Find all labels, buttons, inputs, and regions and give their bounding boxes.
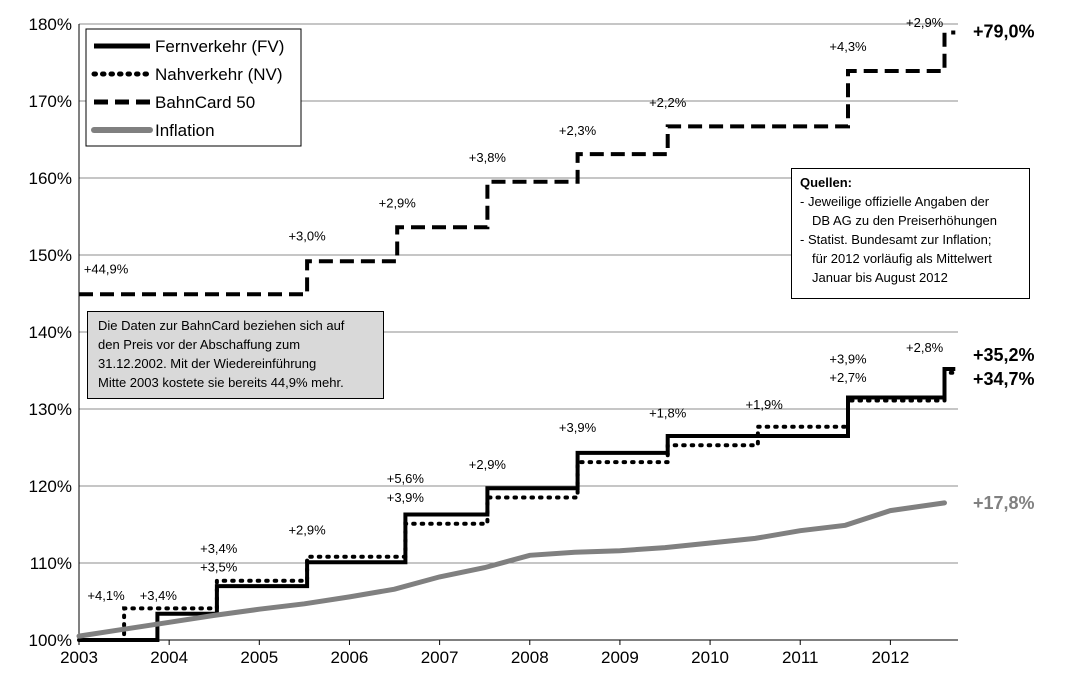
legend-label: Inflation <box>155 121 215 140</box>
y-tick-label: 130% <box>29 400 72 419</box>
step-annotation: +2,9% <box>288 523 326 538</box>
step-annotation: +3,9% <box>829 352 867 367</box>
y-tick-label: 120% <box>29 477 72 496</box>
sources-title: Quellen: <box>800 175 853 190</box>
step-annotation: +3,9% <box>559 420 597 435</box>
x-tick-label: 2010 <box>691 648 729 667</box>
step-annotation: +1,9% <box>746 397 784 412</box>
bahncard-note: Die Daten zur BahnCard beziehen sich auf… <box>87 311 384 399</box>
y-tick-label: 180% <box>29 15 72 34</box>
note-line: 31.12.2002. Mit der Wiedereinführung <box>98 356 317 371</box>
step-annotation: +3,4% <box>200 541 238 556</box>
step-annotation: +3,8% <box>469 150 507 165</box>
end-labels: +79,0% +35,2% +34,7% +17,8% <box>973 22 1035 513</box>
sources-line: für 2012 vorläufig als Mittelwert <box>812 251 992 266</box>
step-annotation: +2,9% <box>906 15 944 30</box>
step-annotation: +1,8% <box>649 405 687 420</box>
step-annotation: +3,4% <box>140 588 178 603</box>
step-annotation: +4,1% <box>87 588 125 603</box>
legend-label: BahnCard 50 <box>155 93 255 112</box>
axes <box>78 24 958 641</box>
x-tick-label: 2006 <box>331 648 369 667</box>
step-annotation: +2,9% <box>379 195 417 210</box>
x-tick-label: 2012 <box>871 648 909 667</box>
step-annotation: +2,3% <box>559 123 597 138</box>
x-tick-label: 2011 <box>782 648 819 667</box>
sources-line: Januar bis August 2012 <box>812 270 948 285</box>
step-annotation: +2,8% <box>906 340 944 355</box>
sources-line: - Statist. Bundesamt zur Inflation; <box>800 232 992 247</box>
series-line-bahncard-50 <box>79 30 956 297</box>
series-line-fernverkehr-fv <box>79 367 956 642</box>
x-tick-label: 2007 <box>421 648 459 667</box>
legend: Fernverkehr (FV) Nahverkehr (NV) BahnCard … <box>85 28 302 147</box>
x-tick-label: 2008 <box>511 648 549 667</box>
y-tick-label: 160% <box>29 169 72 188</box>
end-label: +79,0% <box>973 22 1035 42</box>
end-label: +35,2% <box>973 345 1035 365</box>
y-tick-label: 150% <box>29 246 72 265</box>
x-tick-label: 2003 <box>60 648 98 667</box>
end-label: +17,8% <box>973 493 1035 513</box>
note-line: Mitte 2003 kostete sie bereits 44,9% meh… <box>98 375 344 390</box>
step-annotation: +44,9% <box>84 261 129 276</box>
x-axis-ticks: 2003 2004 2005 2006 2007 2008 2009 2010 2011 2012 <box>60 640 909 667</box>
y-tick-label: 100% <box>29 631 72 650</box>
step-annotations: +4,1% +3,4% +3,4% +3,5% +2,9% +5,6% +3,9% +2,9%… <box>84 15 944 603</box>
step-annotation: +3,0% <box>288 228 326 243</box>
y-tick-label: 110% <box>30 554 72 573</box>
series-line-nahverkehr-nv <box>77 370 958 642</box>
step-annotation: +2,7% <box>829 370 867 385</box>
end-label: +34,7% <box>973 369 1035 389</box>
step-annotation: +2,2% <box>649 95 687 110</box>
legend-label: Nahverkehr (NV) <box>155 65 283 84</box>
y-axis-ticks: 100% 110% 120% 130% 140% 150% 160% 170% 180% <box>29 15 72 650</box>
x-tick-label: 2004 <box>150 648 188 667</box>
step-annotation: +5,6% <box>387 471 425 486</box>
note-line: Die Daten zur BahnCard beziehen sich auf <box>98 318 345 333</box>
y-tick-label: 140% <box>29 323 72 342</box>
x-tick-label: 2005 <box>240 648 278 667</box>
step-annotation: +3,5% <box>200 559 238 574</box>
x-tick-label: 2009 <box>601 648 639 667</box>
step-annotation: +4,3% <box>829 39 867 54</box>
series-line-inflation <box>76 500 947 639</box>
legend-label: Fernverkehr (FV) <box>155 37 284 56</box>
step-annotation: +2,9% <box>469 457 507 472</box>
sources-box: Quellen: - Jeweilige offizielle Angaben … <box>791 168 1030 299</box>
series-lines <box>76 30 958 642</box>
sources-line: DB AG zu den Preiserhöhungen <box>812 213 998 228</box>
sources-line: - Jeweilige offizielle Angaben der <box>800 194 990 209</box>
y-tick-label: 170% <box>29 92 72 111</box>
note-line: den Preis vor der Abschaffung zum <box>98 337 301 352</box>
step-annotation: +3,9% <box>387 490 425 505</box>
